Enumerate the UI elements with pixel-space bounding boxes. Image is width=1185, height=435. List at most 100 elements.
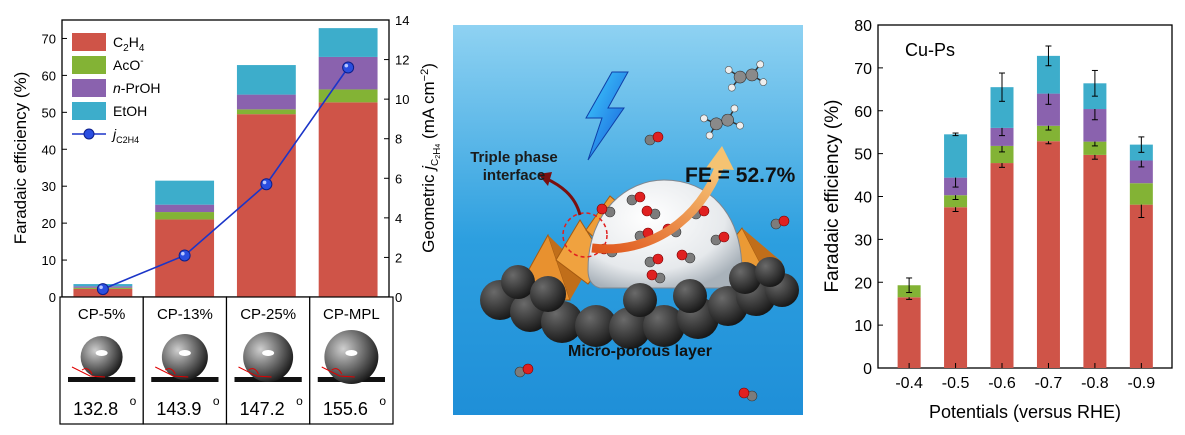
bar-segment-etoh bbox=[990, 87, 1014, 128]
x-tick-label: -0.6 bbox=[988, 375, 1016, 392]
interface-label-line1: Triple phase bbox=[470, 149, 558, 166]
bar-segment-c2h4 bbox=[897, 297, 921, 368]
water-droplet-photo bbox=[161, 334, 208, 380]
ethylene-molecule bbox=[724, 60, 768, 92]
hydrogen-atom bbox=[730, 104, 739, 113]
water-droplet-photo bbox=[243, 332, 294, 382]
hydrogen-atom bbox=[700, 114, 708, 123]
oxygen-atom bbox=[646, 269, 658, 281]
sample-name: CP-25% bbox=[240, 306, 296, 323]
bar-segment-c2h4 bbox=[944, 207, 968, 368]
y-tick-label: 50 bbox=[854, 147, 872, 164]
oxygen-atom bbox=[641, 205, 653, 217]
droplet-highlight bbox=[95, 350, 108, 356]
panel-a-bars bbox=[73, 28, 378, 298]
contact-angle-value: 143.9 bbox=[156, 399, 201, 419]
sample-name: CP-5% bbox=[78, 306, 126, 323]
bar-segment-etoh bbox=[944, 134, 968, 178]
panel-c-bars bbox=[897, 45, 1153, 368]
contact-angle-marker bbox=[321, 366, 355, 378]
water-droplet-photo bbox=[324, 330, 379, 384]
fe-arrow bbox=[591, 163, 725, 254]
y-tick-label: 10 bbox=[854, 318, 872, 335]
y-tick-label: 70 bbox=[854, 61, 872, 78]
bar-segment-nproh bbox=[990, 127, 1014, 146]
y-tick-label: 20 bbox=[42, 216, 56, 231]
y2-tick-label: 12 bbox=[395, 53, 409, 68]
bar-segment-etoh bbox=[318, 28, 378, 57]
legend-swatch-aco bbox=[72, 56, 106, 74]
y2-tick-label: 6 bbox=[395, 171, 402, 186]
y2-subscript: C2H4 bbox=[430, 144, 443, 166]
oxygen-atom bbox=[676, 249, 688, 261]
sample-name: CP-MPL bbox=[323, 306, 380, 323]
carbon-sphere bbox=[643, 305, 685, 347]
contact-angle-arc bbox=[248, 368, 259, 375]
contact-angle-marker bbox=[155, 366, 189, 378]
hydrogen-atom bbox=[759, 78, 768, 86]
oxygen-atom bbox=[634, 191, 646, 203]
hydrogen-atom bbox=[705, 131, 714, 140]
bar-segment-aco bbox=[1129, 183, 1153, 205]
oxygen-atom bbox=[738, 387, 750, 399]
bar-segment-nproh bbox=[1083, 109, 1107, 142]
bar-segment-c2h4 bbox=[236, 114, 296, 298]
droplet-highlight bbox=[262, 350, 275, 356]
y2-tick-label: 2 bbox=[395, 250, 402, 265]
y2-tick-label: 14 bbox=[395, 13, 409, 28]
bar-segment-c2h4 bbox=[1083, 154, 1107, 368]
point-highlight bbox=[344, 63, 349, 68]
bar-segment-nproh bbox=[1036, 93, 1060, 126]
legend-line-marker bbox=[83, 128, 95, 140]
bar-segment-c2h4 bbox=[318, 102, 378, 298]
panel-a-left-axis: 0 10 20 30 40 50 60 70 bbox=[42, 31, 67, 305]
micro-porous-layer-label: Micro-porous layer bbox=[568, 343, 712, 360]
substrate bbox=[68, 377, 136, 382]
bar-segment-etoh bbox=[236, 65, 296, 95]
hydrogen-atom bbox=[756, 60, 764, 69]
ethylene-molecule bbox=[700, 104, 744, 140]
droplet-highlight bbox=[178, 350, 191, 356]
y-tick-label: 10 bbox=[42, 253, 56, 268]
carbon-sphere bbox=[729, 262, 761, 294]
contact-angle-arc bbox=[331, 368, 343, 375]
interface-label-line2: interface bbox=[483, 167, 546, 184]
bar-segment-aco bbox=[1036, 125, 1060, 142]
carbon-sphere bbox=[609, 307, 651, 349]
legend-label-aco: AcO- bbox=[113, 56, 144, 73]
contact-angle-arc bbox=[81, 368, 93, 375]
legend-swatch-etoh bbox=[72, 102, 106, 120]
carbon-atom bbox=[721, 113, 735, 127]
y-tick-label: 30 bbox=[854, 232, 872, 249]
legend-label-etoh: EtOH bbox=[113, 103, 147, 119]
oxygen-atom bbox=[778, 215, 790, 227]
panel-a-chart: 0 10 20 30 40 50 60 70 0 2 4 6 8 10 12 14 C2H4 AcO-n-Pr… bbox=[11, 13, 443, 425]
bar-segment-etoh bbox=[1036, 55, 1060, 94]
y2-tick-label: 0 bbox=[395, 290, 402, 305]
carbon-sphere bbox=[575, 305, 617, 347]
sample-strip: CP-5% 132.8 o CP-13% 143.9 o CP-25% 147.2 o CP-MP… bbox=[59, 296, 394, 425]
contact-angle-value: 147.2 bbox=[240, 399, 285, 419]
hydrogen-atom bbox=[736, 121, 744, 130]
panel-c-x-axis: -0.4 -0.5 -0.6 -0.7 -0.8 -0.9 bbox=[895, 363, 1155, 392]
current-density-point bbox=[96, 283, 109, 296]
y-tick-label: 60 bbox=[854, 104, 872, 121]
y2-tick-label: 10 bbox=[395, 92, 409, 107]
panel-c-y-axis: 0 10 20 30 40 50 60 70 80 bbox=[854, 18, 883, 378]
y-tick-label: 40 bbox=[854, 190, 872, 207]
bar-segment-c2h4 bbox=[990, 163, 1014, 368]
legend-label-c2h4: C2H4 bbox=[113, 34, 145, 54]
bar-segment-etoh bbox=[155, 180, 215, 205]
panel-c-title: Cu-Ps bbox=[905, 40, 955, 60]
degree-symbol: o bbox=[296, 394, 303, 408]
bar-segment-nproh bbox=[236, 94, 296, 110]
oxygen-atom bbox=[718, 231, 730, 243]
current-density-point bbox=[342, 61, 355, 74]
legend-swatch-c2h4 bbox=[72, 33, 106, 51]
point-highlight bbox=[99, 285, 103, 290]
y2-tick-label: 4 bbox=[395, 211, 402, 226]
y-tick-label: 20 bbox=[854, 275, 872, 292]
panel-a-right-axis: 0 2 4 6 8 10 12 14 bbox=[384, 13, 409, 305]
